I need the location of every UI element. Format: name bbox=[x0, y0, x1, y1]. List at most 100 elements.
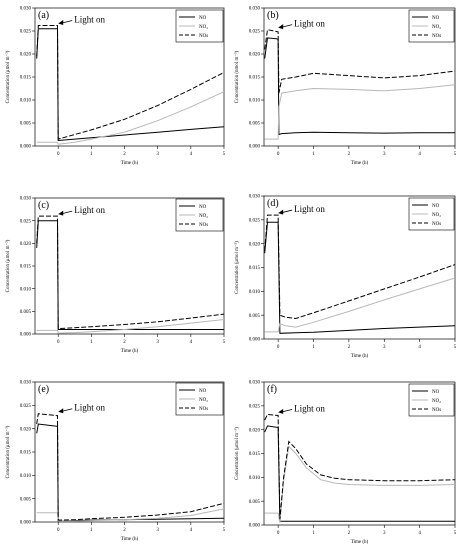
annotation-text: Light on bbox=[294, 403, 325, 413]
panel-label: (d) bbox=[267, 198, 279, 209]
x-tick-label: 2 bbox=[348, 531, 351, 536]
x-tick-label: 3 bbox=[156, 340, 159, 345]
y-axis-title: Concentration (μmol m⁻³) bbox=[5, 50, 11, 103]
x-tick-label: 0 bbox=[277, 345, 280, 350]
series-line-no bbox=[36, 28, 225, 142]
y-tick-label: 0.015 bbox=[20, 451, 32, 456]
annotation-arrowhead bbox=[58, 210, 64, 216]
x-tick-label: 0 bbox=[57, 528, 60, 533]
y-tick-label: 0.005 bbox=[249, 122, 261, 127]
series-line-nos bbox=[36, 25, 225, 140]
y-tick-label: 0.030 bbox=[249, 7, 261, 12]
legend-label: NO bbox=[199, 16, 207, 21]
y-tick-label: 0.020 bbox=[20, 53, 32, 58]
series-line-no bbox=[36, 220, 224, 330]
x-tick-label: 1 bbox=[312, 531, 315, 536]
x-tick-label: 2 bbox=[123, 528, 126, 533]
chart-panel-e: 0.000 0.005 0.010 0.015 0.020 0.025 0.030 0 1 2 3 4… bbox=[5, 381, 226, 542]
y-tick-label: 0.000 bbox=[249, 524, 261, 529]
y-tick-label: 0.020 bbox=[20, 427, 32, 432]
chart-panel-b: 0.000 0.005 0.010 0.015 0.020 0.025 0.030 0 1 2 3 4… bbox=[234, 7, 457, 166]
x-axis-title: Time (h) bbox=[121, 161, 139, 166]
series-line-no2 bbox=[264, 277, 456, 333]
series-line-no2 bbox=[36, 91, 225, 145]
x-tick-label: 5 bbox=[223, 528, 226, 533]
series-line-no bbox=[264, 37, 455, 136]
y-tick-label: 0.030 bbox=[20, 381, 32, 386]
legend-label: NOs bbox=[199, 407, 208, 412]
annotation-arrowhead bbox=[58, 19, 64, 25]
x-tick-label: 3 bbox=[383, 152, 386, 157]
panel-label: (a) bbox=[38, 10, 49, 21]
y-tick-label: 0.020 bbox=[249, 428, 261, 433]
x-tick-label: 4 bbox=[418, 345, 421, 350]
y-axis-title: Concentration (μmol m⁻³) bbox=[5, 425, 11, 478]
series-line-no2 bbox=[264, 84, 456, 140]
x-axis-title: Time (h) bbox=[351, 354, 369, 359]
legend-label: NOs bbox=[432, 34, 441, 39]
y-tick-label: 0.025 bbox=[249, 219, 261, 224]
series-line-nos bbox=[264, 413, 456, 520]
x-tick-label: 5 bbox=[223, 340, 226, 345]
y-tick-label: 0.025 bbox=[20, 30, 32, 35]
chart-panel-c: 0.000 0.005 0.010 0.015 0.020 0.025 0.030 0 1 2 3 4… bbox=[5, 197, 226, 354]
y-axis-title: Concentration (nmol m⁻³) bbox=[234, 50, 240, 103]
legend-label: NO₂ bbox=[199, 398, 208, 403]
y-axis-title: Concentration (μmol m⁻³) bbox=[234, 427, 240, 480]
legend-label: NO bbox=[432, 390, 440, 395]
x-tick-label: 2 bbox=[348, 152, 351, 157]
annotation-text: Light on bbox=[74, 205, 105, 215]
x-axis-title: Time (h) bbox=[351, 540, 369, 545]
x-tick-label: 1 bbox=[90, 340, 93, 345]
annotation-text: Light on bbox=[74, 14, 105, 24]
y-tick-label: 0.005 bbox=[249, 500, 261, 505]
annotation-text: Light on bbox=[294, 19, 325, 29]
legend-label: NO₂ bbox=[432, 213, 441, 218]
x-tick-label: 4 bbox=[418, 531, 421, 536]
x-tick-label: 1 bbox=[312, 345, 315, 350]
y-tick-label: 0.015 bbox=[20, 265, 32, 270]
x-tick-label: 1 bbox=[90, 528, 93, 533]
x-tick-label: 0 bbox=[277, 531, 280, 536]
y-tick-label: 0.000 bbox=[20, 145, 32, 150]
y-tick-label: 0.030 bbox=[249, 195, 261, 200]
x-tick-label: 1 bbox=[90, 152, 93, 157]
x-tick-label: 2 bbox=[123, 152, 126, 157]
legend-label: NO₂ bbox=[432, 25, 441, 30]
x-tick-label: 0 bbox=[57, 340, 60, 345]
series-line-no2 bbox=[36, 319, 225, 334]
y-tick-label: 0.010 bbox=[20, 99, 32, 104]
y-tick-label: 0.015 bbox=[20, 76, 32, 81]
x-tick-label: 3 bbox=[383, 531, 386, 536]
x-axis-title: Time (h) bbox=[121, 537, 139, 542]
series-line-no bbox=[264, 425, 455, 522]
x-tick-label: 3 bbox=[383, 345, 386, 350]
series-line-nos bbox=[264, 214, 456, 320]
y-tick-label: 0.005 bbox=[20, 310, 32, 315]
y-tick-label: 0.030 bbox=[20, 7, 32, 12]
x-tick-label: 4 bbox=[190, 528, 193, 533]
annotation-text: Light on bbox=[294, 204, 325, 214]
x-tick-label: 4 bbox=[190, 340, 193, 345]
chart-panel-a: 0.000 0.005 0.010 0.015 0.020 0.025 0.030 0 1 2 3 4… bbox=[5, 7, 226, 166]
legend-label: NO bbox=[199, 205, 207, 210]
annotation-arrowhead bbox=[278, 209, 284, 215]
y-tick-label: 0.005 bbox=[249, 314, 261, 319]
panel-label: (c) bbox=[38, 200, 49, 211]
series-line-nos bbox=[36, 215, 225, 330]
y-tick-label: 0.010 bbox=[20, 474, 32, 479]
annotation-arrowhead bbox=[278, 408, 284, 414]
x-tick-label: 5 bbox=[454, 345, 457, 350]
legend-label: NOs bbox=[199, 223, 208, 228]
series-line-nos bbox=[264, 28, 456, 94]
legend-label: NO₂ bbox=[432, 399, 441, 404]
y-tick-label: 0.010 bbox=[249, 290, 261, 295]
legend-label: NO₂ bbox=[199, 214, 208, 219]
x-tick-label: 1 bbox=[312, 152, 315, 157]
y-tick-label: 0.000 bbox=[20, 333, 32, 338]
y-tick-label: 0.025 bbox=[249, 405, 261, 410]
y-tick-label: 0.010 bbox=[249, 476, 261, 481]
y-tick-label: 0.005 bbox=[20, 497, 32, 502]
y-tick-label: 0.000 bbox=[249, 338, 261, 343]
